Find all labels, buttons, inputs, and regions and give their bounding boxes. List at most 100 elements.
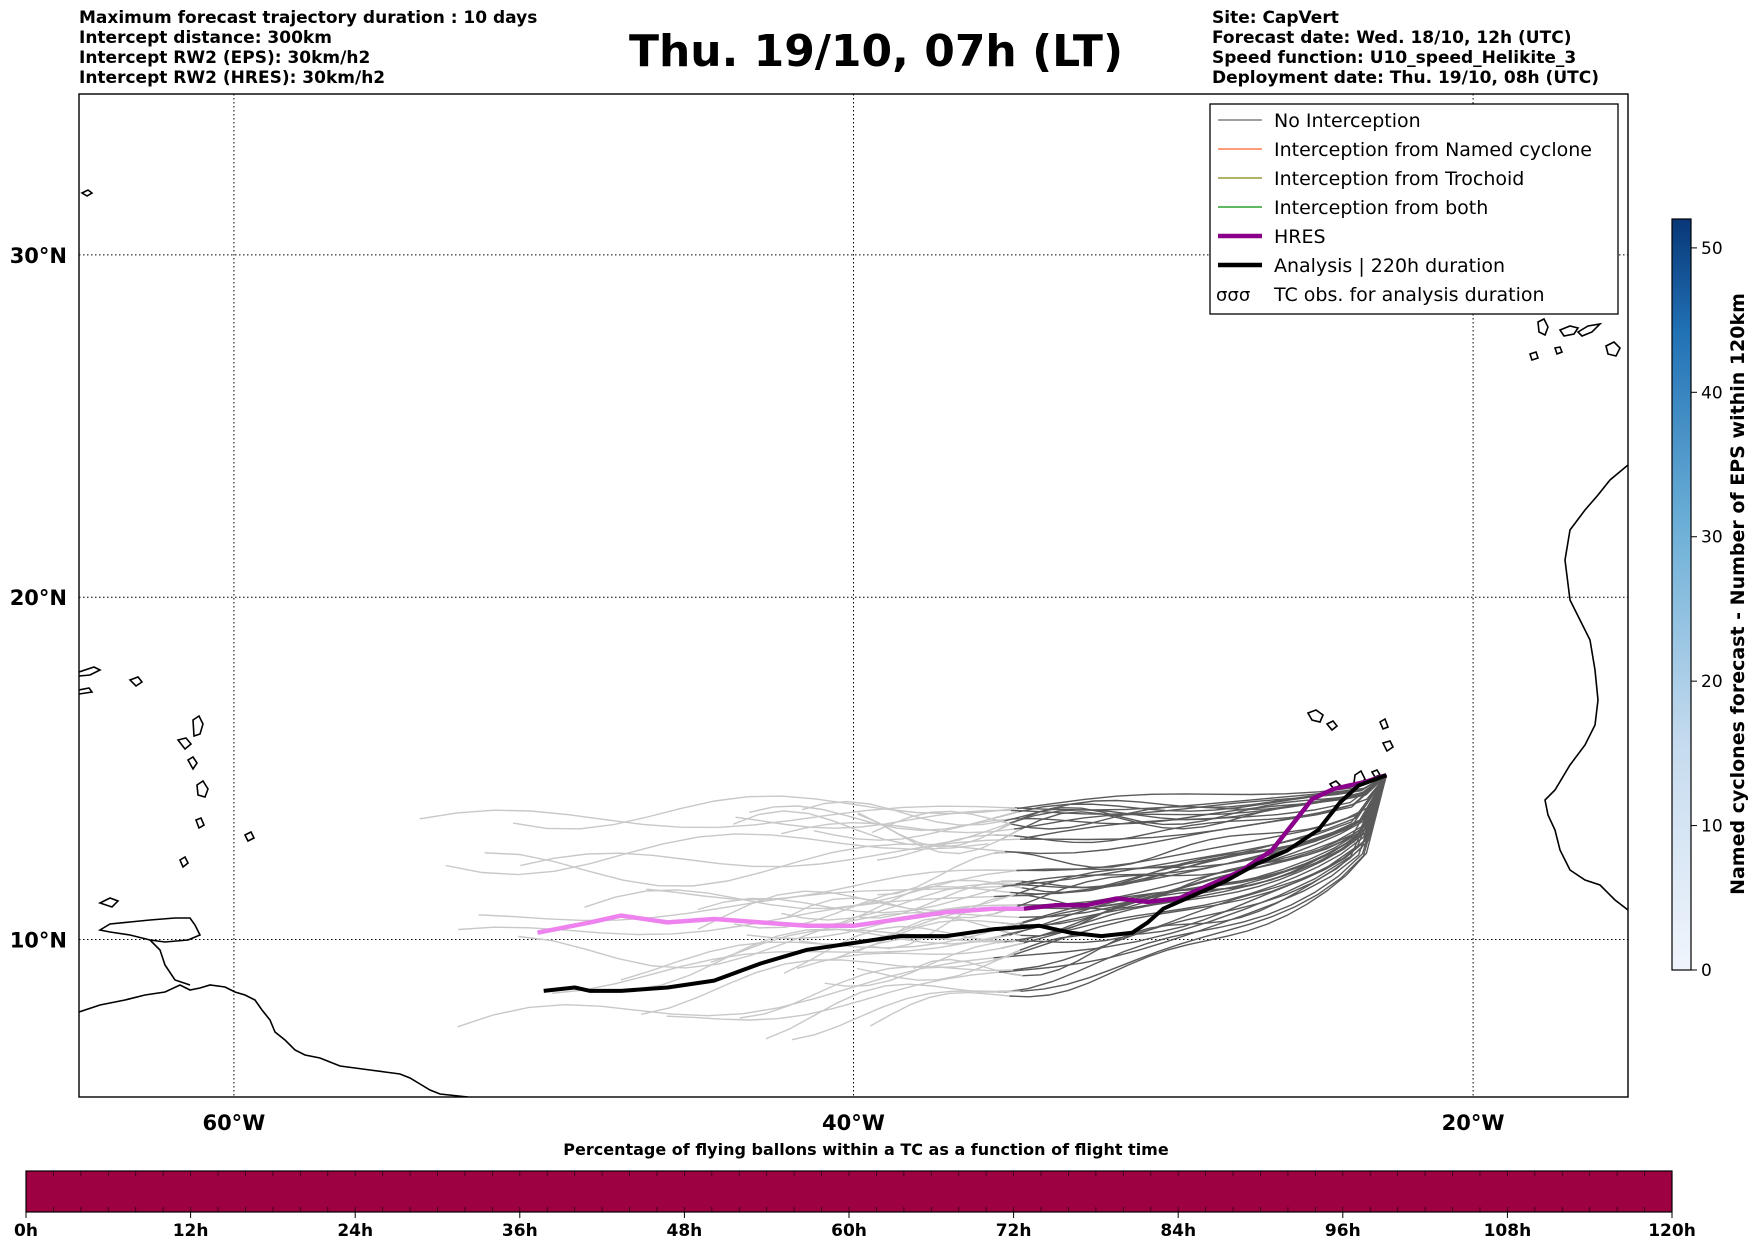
canary-island-4 [1605,341,1621,357]
flight-colorbar-title: Percentage of flying ballons within a TC… [563,1140,1169,1159]
canary-island-5 [1528,350,1540,362]
ensemble-member-track [1004,774,1387,855]
ensemble-member-track [666,971,999,1021]
ensemble-member-track [1009,774,1387,824]
hres-track-far [537,906,1024,935]
legend-label: Interception from both [1274,197,1488,219]
flight-colorbar-tick-label: 96h [1325,1221,1361,1241]
ensemble-member-track [1017,774,1388,906]
flight-colorbar-tick-label: 48h [667,1221,703,1241]
ensemble-member-track [641,954,1014,1015]
header-line: Intercept RW2 (EPS): 30km/h2 [79,48,371,68]
trinidad-island [97,917,202,943]
flight-colorbar-tick-label: 84h [1160,1221,1196,1241]
analysis-track [543,773,1388,993]
ensemble-member-track [857,813,1021,855]
ensemble-member-track [765,983,1005,1040]
header-line: Deployment date: Thu. 19/10, 08h (UTC) [1212,68,1599,88]
latitude-tick-label: 10°N [10,929,67,953]
ensemble-member-track [877,851,1015,896]
legend-label: Interception from Trochoid [1274,168,1524,190]
canary-island-1 [1537,317,1549,337]
ensemble-member-track [1015,774,1388,895]
longitude-tick-label: 20°W [1442,1111,1505,1135]
lesser-antilles-3 [196,779,209,798]
lesser-antilles-7 [128,676,144,688]
ensemble-member-track [739,965,1014,1019]
cape-verde-island-3 [1378,717,1390,731]
ensemble-member-track [1013,774,1388,971]
latitude-tick-label: 30°N [10,244,67,268]
flight-time-colorbar: Percentage of flying ballons within a TC… [14,1140,1696,1241]
page-title: Thu. 19/10, 07h (LT) [628,26,1124,77]
eps-colorbar-tick-label: 20 [1701,672,1723,692]
legend: No Interception Interception from Named c… [1209,103,1619,315]
ensemble-member-track [999,774,1388,926]
flight-colorbar-tick-label: 12h [173,1221,209,1241]
ensemble-member-track [869,991,1010,1027]
ensemble-member-track [998,774,1388,973]
ensemble-member-track [1019,774,1387,841]
flight-colorbar-tick-label: 72h [996,1221,1032,1241]
ensemble-member-track [1002,774,1388,910]
ensemble-member-track [801,800,1005,826]
eps-colorbar-scale [1671,218,1692,971]
legend-label: Analysis | 220h duration [1274,255,1505,277]
ensemble-member-track [913,958,1023,977]
legend-label: Interception from Named cyclone [1274,139,1592,161]
forecast-parameters: Maximum forecast trajectory duration : 1… [79,8,537,88]
header-line: Intercept RW2 (HRES): 30km/h2 [79,68,386,88]
legend-box [1209,103,1619,315]
ensemble-member-track [733,810,1010,846]
lesser-antilles-2 [186,755,198,771]
ensemble-member-track [697,883,1016,914]
ensemble-member-track [781,821,1015,835]
eps-colorbar: 0 10 20 30 40 50 Named cyclones forecast - Nu… [1671,218,1749,981]
flight-colorbar-tick-label: 36h [502,1221,538,1241]
ensemble-member-track [551,935,1002,994]
ensemble-member-track [1001,774,1388,889]
lesser-antilles-4 [194,816,206,830]
header-line: Speed function: U10_speed_Helikite_3 [1212,48,1577,68]
ensemble-member-track [697,890,1017,930]
ensemble-member-track [859,880,1022,919]
lesser-antilles-5 [178,855,190,869]
longitude-tick-label: 40°W [822,1111,885,1135]
canary-island-3 [1576,322,1603,337]
lesser-antilles-8 [79,666,102,677]
ensemble-member-track [796,942,1024,970]
flight-colorbar-tick-label: 0h [14,1221,38,1241]
ensemble-member-track [512,795,1017,830]
cape-verde-island-2 [1325,719,1339,732]
header-line: Forecast date: Wed. 18/10, 12h (UTC) [1212,28,1572,48]
eps-colorbar-label: Named cyclones forecast - Number of EPS … [1727,293,1749,895]
graticule [79,94,1628,1097]
latitude-tick-label: 20°N [10,586,67,610]
eps-colorbar-tick-label: 40 [1701,383,1723,403]
site-info: Site: CapVert Forecast date: Wed. 18/10,… [1212,8,1599,88]
ensemble-member-track [993,774,1388,959]
header-line: Intercept distance: 300km [79,28,332,48]
hres-track [1023,773,1388,911]
tc-obs-symbol-icon: σσσ [1216,285,1250,306]
eps-colorbar-tick-label: 50 [1701,239,1723,259]
lesser-antilles-10 [243,830,256,843]
forecast-tracks [537,773,1388,993]
ensemble-member-track [735,809,1011,829]
ensemble-member-track [457,957,994,1028]
ensemble-member-track [646,869,1017,901]
ensemble-member-track [419,805,1015,829]
ensemble-member-track [1019,774,1388,918]
ensemble-member-track [1009,775,1388,998]
ensemble-member-track [520,838,1020,868]
cape-verde-island-1 [1306,709,1324,723]
ensemble-member-track [997,775,1388,993]
africa-coast [1544,464,1628,911]
flight-colorbar-tick-label: 60h [831,1221,867,1241]
ensemble-member-track [813,818,1012,841]
ensemble-member-track [478,885,1003,922]
legend-label: HRES [1274,226,1326,248]
ensemble-member-track [856,949,1021,981]
ensemble-member-track [999,774,1387,841]
